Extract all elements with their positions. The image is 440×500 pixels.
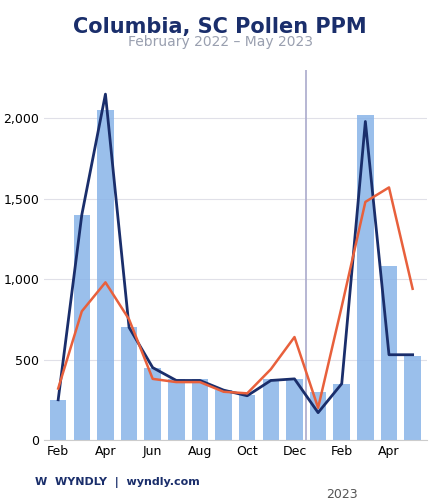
Text: February 2022 – May 2023: February 2022 – May 2023 xyxy=(128,35,312,49)
Bar xyxy=(144,368,161,440)
Text: W  WYNDLY  |  wyndly.com: W WYNDLY | wyndly.com xyxy=(35,476,200,488)
Bar xyxy=(381,266,397,440)
Bar xyxy=(404,356,421,440)
Text: Columbia, SC Pollen PPM: Columbia, SC Pollen PPM xyxy=(73,18,367,38)
Text: 2023: 2023 xyxy=(326,488,358,500)
Bar xyxy=(50,400,66,440)
Bar xyxy=(215,390,232,440)
Bar xyxy=(192,379,208,440)
Bar xyxy=(239,395,256,440)
Bar xyxy=(168,379,185,440)
Bar xyxy=(310,392,326,440)
Bar xyxy=(357,115,374,440)
Bar xyxy=(334,384,350,440)
Bar xyxy=(121,328,137,440)
Bar xyxy=(97,110,114,440)
Bar xyxy=(263,379,279,440)
Bar xyxy=(286,379,303,440)
Bar xyxy=(73,215,90,440)
